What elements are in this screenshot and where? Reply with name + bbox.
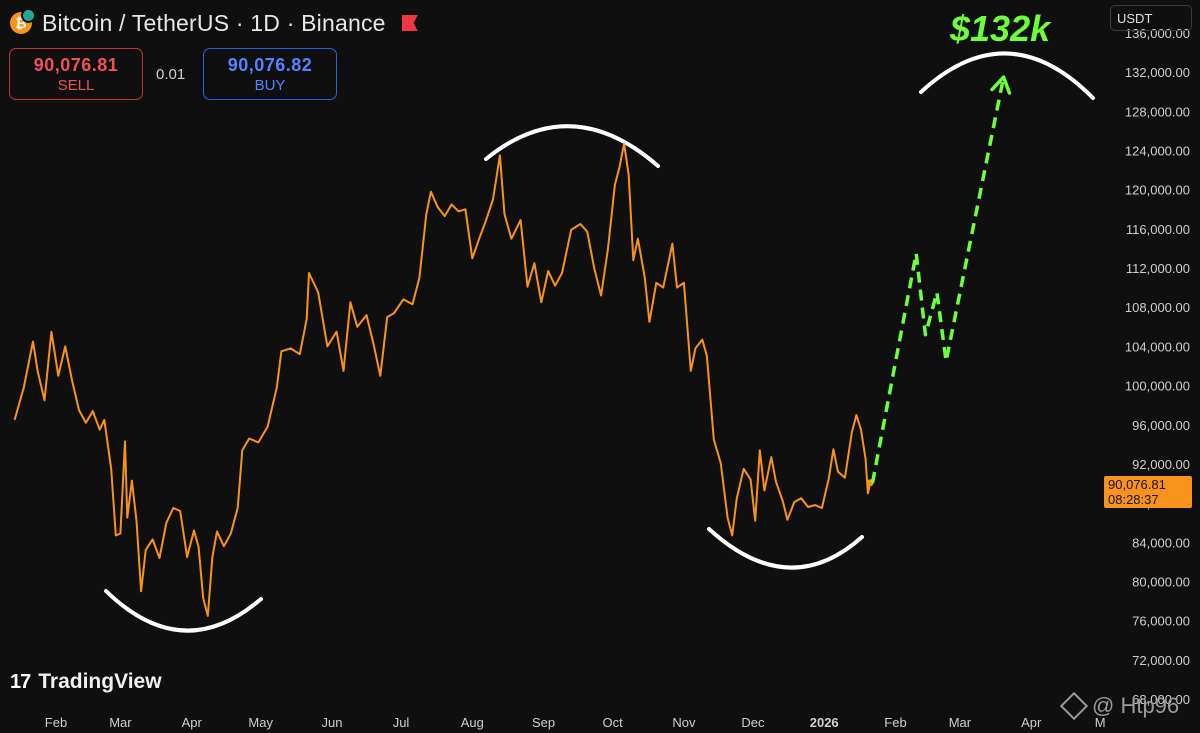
tradingview-branding[interactable]: 17 TradingView	[10, 670, 162, 694]
tradingview-logo-icon: 17	[10, 670, 31, 693]
symbol-title[interactable]: Bitcoin / TetherUS · 1D · Binance	[42, 9, 386, 36]
sell-button[interactable]: 90,076.81 SELL	[9, 48, 143, 100]
arc-low-right	[707, 527, 864, 570]
y-tick-label: 80,000.00	[1132, 574, 1190, 589]
x-tick-label: May	[248, 715, 273, 730]
flag-icon[interactable]	[401, 15, 418, 31]
projection-arrowhead-mark	[990, 75, 1012, 95]
chart-header: ₿ Bitcoin / TetherUS · 1D · Binance	[10, 8, 418, 38]
last-price: 90,076.81	[1108, 477, 1166, 492]
bitcoin-icon: ₿	[10, 8, 36, 34]
y-tick-label: 108,000.00	[1125, 300, 1190, 315]
x-tick-label: Jul	[393, 715, 410, 730]
exchange-dot-icon	[21, 8, 36, 23]
spread-value: 0.01	[156, 66, 186, 83]
y-tick-label: 124,000.00	[1125, 144, 1190, 159]
y-tick-label: 100,000.00	[1125, 379, 1190, 394]
buy-price: 90,076.82	[227, 54, 313, 75]
arc-low-left	[104, 589, 263, 633]
bar-countdown: 08:28:37	[1108, 492, 1159, 507]
y-tick-label: 132,000.00	[1125, 65, 1190, 80]
y-tick-label: 68,000.00	[1132, 692, 1190, 707]
target-price-label: $132k	[950, 8, 1051, 49]
projection-line	[870, 76, 1006, 484]
watermark-text: @ Htp96	[1092, 693, 1180, 718]
x-tick-label: Oct	[602, 715, 623, 730]
buy-button[interactable]: 90,076.82 BUY	[203, 48, 337, 100]
buy-label: BUY	[254, 76, 286, 94]
sell-label: SELL	[57, 76, 95, 94]
chart-series	[13, 76, 1006, 617]
x-tick-label: Aug	[461, 715, 484, 730]
x-tick-label: Sep	[532, 715, 555, 730]
y-tick-label: 76,000.00	[1132, 614, 1190, 629]
x-tick-label: Feb	[45, 715, 67, 730]
x-tick-label: Apr	[1021, 715, 1042, 730]
y-tick-label: 96,000.00	[1132, 418, 1190, 433]
y-tick-label: 116,000.00	[1126, 222, 1190, 237]
last-price-badge: 90,076.81 08:28:37	[1104, 476, 1192, 508]
y-tick-label: 120,000.00	[1125, 183, 1190, 198]
x-tick-label: Nov	[672, 715, 696, 730]
x-tick-label: Mar	[109, 715, 132, 730]
x-tick-label: Apr	[182, 715, 203, 730]
y-tick-label: 72,000.00	[1132, 653, 1190, 668]
x-tick-label: Mar	[949, 715, 972, 730]
pattern-arcs	[104, 51, 1095, 633]
y-tick-label: 128,000.00	[1125, 104, 1190, 119]
y-tick-label: 104,000.00	[1125, 339, 1190, 354]
x-tick-label: Jun	[322, 715, 343, 730]
y-tick-label: 112,000.00	[1126, 261, 1190, 276]
x-tick-label: Dec	[741, 715, 765, 730]
tradingview-wordmark: TradingView	[38, 670, 162, 693]
y-tick-label: 92,000.00	[1132, 457, 1190, 472]
watermark: @ Htp96	[1059, 691, 1180, 721]
price-line	[13, 142, 872, 617]
binance-square-icon	[1059, 691, 1089, 721]
sell-price: 90,076.81	[33, 54, 119, 75]
y-tick-label: 136,000.00	[1125, 26, 1190, 41]
y-axis: 68,000.00 72,000.00 76,000.00 80,000.00 84,0…	[1125, 26, 1190, 707]
x-tick-label: 2026	[810, 715, 839, 730]
x-tick-label: Feb	[884, 715, 906, 730]
projection-arrowhead	[990, 75, 1012, 95]
currency-selector[interactable]: USDT	[1110, 5, 1192, 31]
x-axis: Feb Mar Apr May Jun Jul Aug Sep Oct Nov Dec 2026 Feb…	[45, 715, 1106, 730]
y-tick-label: 84,000.00	[1132, 535, 1190, 550]
arc-top-right	[919, 51, 1095, 100]
arc-top-middle	[484, 124, 660, 168]
x-tick-label: M	[1095, 715, 1106, 730]
